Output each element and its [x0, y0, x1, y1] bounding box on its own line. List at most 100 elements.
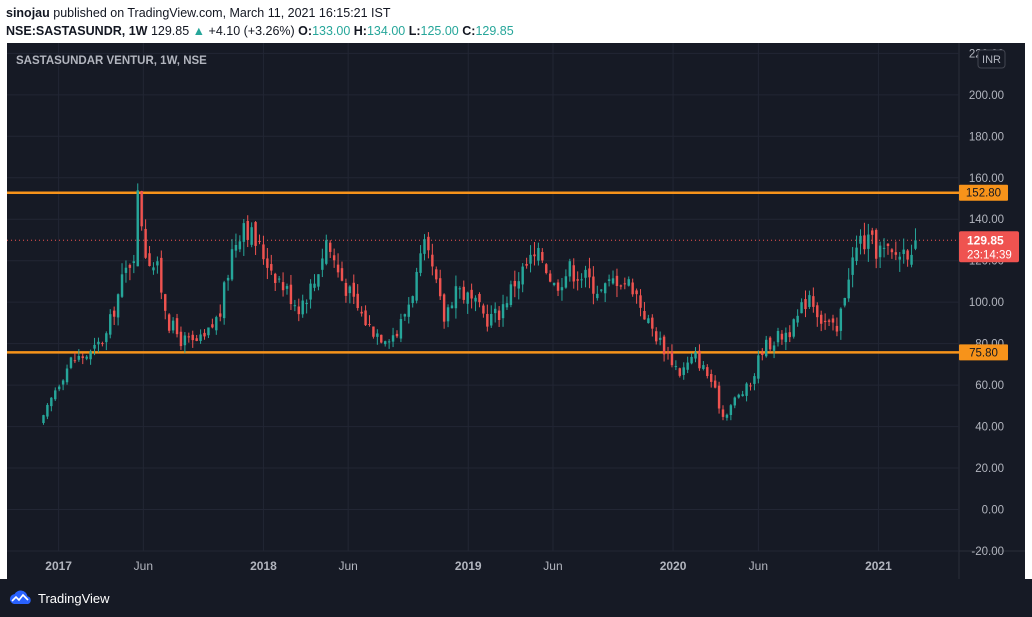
candle[interactable] [568, 258, 572, 282]
candle[interactable] [222, 280, 226, 325]
candle[interactable] [230, 239, 234, 282]
candle[interactable] [851, 247, 854, 288]
candle[interactable] [686, 356, 689, 374]
tradingview-logo[interactable]: TradingView [8, 590, 110, 606]
candle[interactable] [175, 313, 179, 338]
candle[interactable] [132, 254, 136, 274]
symbol-interval[interactable]: NSE:SASTASUNDR, 1W [6, 24, 148, 38]
candle[interactable] [140, 190, 143, 231]
candle[interactable] [670, 344, 674, 368]
candle[interactable] [321, 248, 324, 278]
candle[interactable] [380, 334, 383, 344]
candle[interactable] [454, 275, 458, 319]
candle[interactable] [77, 349, 81, 362]
candle[interactable] [254, 221, 257, 255]
candle[interactable] [407, 297, 410, 324]
candle[interactable] [383, 340, 387, 347]
candle[interactable] [486, 304, 489, 332]
horizontal-levels[interactable] [7, 191, 959, 354]
candle[interactable] [262, 235, 265, 265]
candle[interactable] [768, 336, 772, 352]
candle[interactable] [69, 356, 73, 370]
candle[interactable] [517, 272, 520, 300]
candle[interactable] [662, 334, 666, 362]
candle[interactable] [819, 310, 823, 332]
candle[interactable] [493, 302, 497, 323]
candle[interactable] [364, 305, 367, 326]
candle[interactable] [258, 234, 261, 245]
candlestick-chart[interactable]: SASTASUNDAR VENTUR, 1W, NSE 220.00200.00… [7, 43, 1025, 579]
candle[interactable] [812, 287, 815, 313]
candle[interactable] [124, 260, 128, 283]
candle[interactable] [419, 245, 422, 277]
candle[interactable] [360, 306, 363, 317]
candle[interactable] [710, 369, 713, 388]
candle[interactable] [116, 293, 120, 326]
candle[interactable] [305, 299, 308, 314]
candle[interactable] [737, 393, 740, 399]
candle[interactable] [148, 246, 151, 267]
candle[interactable] [431, 243, 434, 276]
candle[interactable] [666, 346, 670, 360]
candle[interactable] [340, 261, 344, 282]
candle[interactable] [317, 274, 320, 291]
candle[interactable] [658, 331, 662, 346]
candle[interactable] [509, 280, 513, 308]
candle[interactable] [615, 268, 619, 298]
candle[interactable] [46, 403, 49, 420]
candle[interactable] [655, 327, 658, 345]
chart-frame[interactable]: SASTASUNDAR VENTUR, 1W, NSE 220.00200.00… [7, 43, 1025, 579]
candle[interactable] [717, 381, 721, 414]
candle[interactable] [490, 305, 493, 328]
candle[interactable] [368, 315, 371, 327]
candle[interactable] [136, 183, 139, 267]
candle[interactable] [73, 352, 77, 364]
candle[interactable] [871, 227, 874, 245]
candle[interactable] [713, 375, 717, 389]
candle[interactable] [57, 384, 61, 392]
candle[interactable] [835, 317, 839, 337]
candle[interactable] [297, 298, 301, 322]
candle[interactable] [706, 364, 709, 379]
candle[interactable] [289, 274, 293, 310]
candle[interactable] [855, 235, 858, 266]
candle[interactable] [886, 243, 890, 255]
candle[interactable] [843, 297, 846, 308]
candle[interactable] [863, 222, 866, 255]
candle[interactable] [391, 327, 395, 348]
candle[interactable] [533, 242, 536, 266]
candle[interactable] [446, 304, 450, 328]
candle[interactable] [89, 349, 92, 365]
candle[interactable] [902, 238, 905, 264]
candle[interactable] [564, 269, 568, 289]
candle[interactable] [171, 317, 175, 334]
candle[interactable] [600, 289, 603, 293]
candle[interactable] [112, 306, 116, 326]
candle[interactable] [301, 294, 304, 318]
candle[interactable] [250, 222, 253, 248]
candle[interactable] [246, 215, 249, 248]
candle[interactable] [603, 282, 607, 303]
candle[interactable] [588, 257, 591, 289]
candle[interactable] [438, 269, 442, 301]
candle[interactable] [458, 286, 462, 299]
candle[interactable] [152, 262, 155, 275]
candle[interactable] [572, 258, 575, 289]
candle[interactable] [179, 326, 183, 350]
candle[interactable] [234, 233, 238, 258]
candle[interactable] [285, 283, 289, 295]
candle[interactable] [156, 256, 159, 274]
time-axis[interactable]: 2017 Jun 2018 Jun 2019 Jun 2020 Jun 2021 [45, 559, 892, 573]
candle[interactable] [529, 245, 532, 273]
candle[interactable] [619, 284, 623, 290]
candle[interactable] [128, 263, 132, 281]
candle[interactable] [694, 347, 697, 363]
candle[interactable] [328, 240, 332, 259]
candle[interactable] [906, 249, 909, 267]
candle[interactable] [839, 307, 843, 340]
candle[interactable] [749, 382, 752, 391]
candle[interactable] [61, 379, 65, 391]
candle[interactable] [372, 326, 375, 339]
candle[interactable] [729, 404, 733, 421]
publisher-name[interactable]: sinojau [6, 6, 50, 20]
